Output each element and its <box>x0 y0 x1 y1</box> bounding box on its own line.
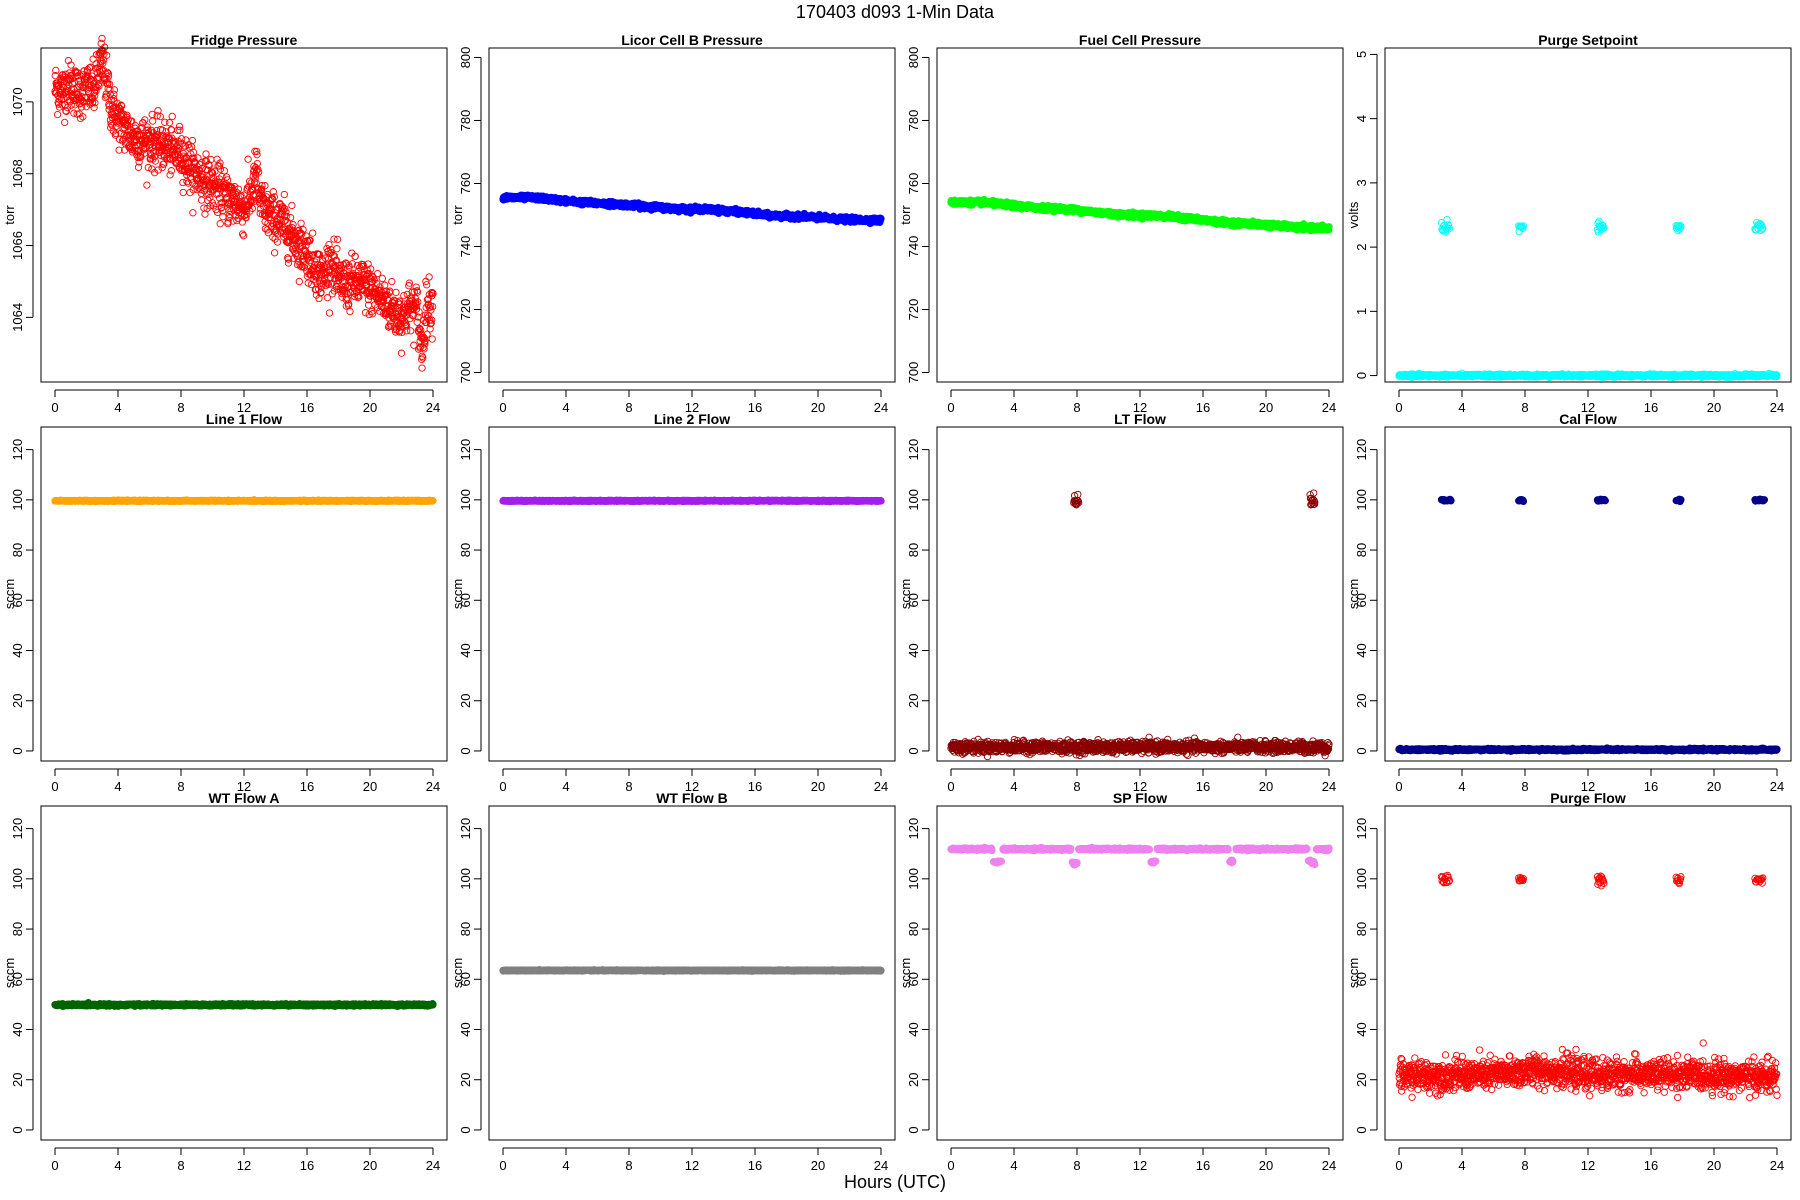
x-tick-label: 24 <box>874 400 888 415</box>
x-tick-label: 20 <box>363 400 377 415</box>
y-axis-label: volts <box>1346 201 1361 228</box>
y-tick-label: 1068 <box>10 159 25 188</box>
y-tick-label: 800 <box>458 47 473 69</box>
y-tick-label: 740 <box>906 236 921 258</box>
y-tick-label: 1070 <box>10 87 25 116</box>
data-point <box>1325 223 1333 231</box>
y-tick-label: 800 <box>906 47 921 69</box>
x-tick-label: 4 <box>562 400 569 415</box>
x-tick-label: 0 <box>51 400 58 415</box>
x-tick-label: 4 <box>1010 400 1017 415</box>
x-tick-label: 16 <box>1196 400 1210 415</box>
y-tick-label: 720 <box>458 299 473 321</box>
x-tick-label: 24 <box>426 400 440 415</box>
x-tick-label: 8 <box>625 400 632 415</box>
panel-title: Licor Cell B Pressure <box>621 32 763 48</box>
x-tick-label: 4 <box>114 400 121 415</box>
y-axis-label: torr <box>2 205 17 225</box>
x-tick-label: 20 <box>811 400 825 415</box>
panel-title: Fridge Pressure <box>191 32 298 48</box>
data-point <box>877 215 885 223</box>
y-tick-label: 760 <box>458 173 473 195</box>
x-tick-label: 8 <box>1073 400 1080 415</box>
y-tick-label: 740 <box>458 236 473 258</box>
x-tick-label: 20 <box>1259 400 1273 415</box>
y-tick-label: 700 <box>458 362 473 384</box>
x-tick-label: 16 <box>748 400 762 415</box>
x-tick-label: 8 <box>177 400 184 415</box>
y-tick-label: 1066 <box>10 231 25 260</box>
y-axis-label: torr <box>898 205 913 225</box>
y-tick-label: 780 <box>906 110 921 132</box>
y-tick-label: 700 <box>906 362 921 384</box>
figure-title: 170403 d093 1-Min Data <box>796 2 995 22</box>
panel-title: Fuel Cell Pressure <box>1079 32 1201 48</box>
y-axis-label: torr <box>450 205 465 225</box>
x-tick-label: 24 <box>1322 400 1336 415</box>
x-tick-label: 0 <box>499 400 506 415</box>
y-tick-label: 720 <box>906 299 921 321</box>
x-tick-label: 16 <box>300 400 314 415</box>
x-tick-label: 0 <box>947 400 954 415</box>
y-tick-label: 780 <box>458 110 473 132</box>
panel-title: Purge Setpoint <box>1538 32 1638 48</box>
y-tick-label: 1064 <box>10 303 25 332</box>
y-tick-label: 760 <box>906 173 921 195</box>
